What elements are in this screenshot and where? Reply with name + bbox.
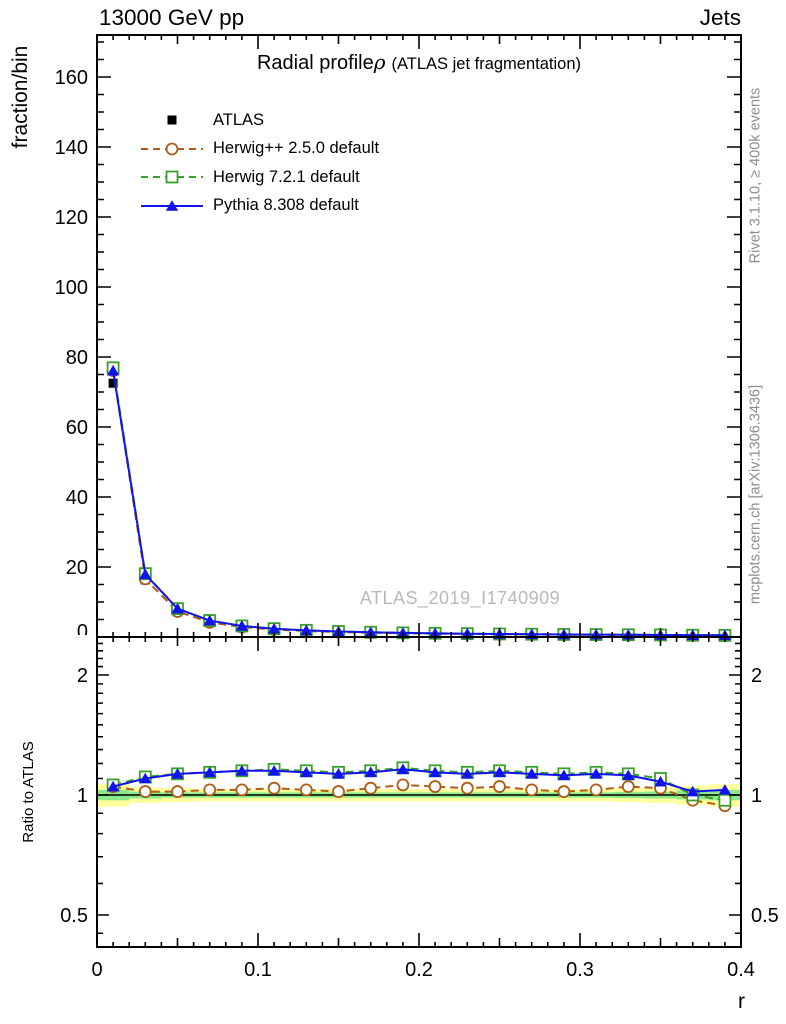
top-y-axis-title: fraction/bin: [9, 45, 32, 149]
svg-text:120: 120: [55, 207, 88, 229]
legend-label: ATLAS: [213, 110, 265, 129]
legend-label: Herwig++ 2.5.0 default: [213, 139, 380, 158]
svg-text:0: 0: [91, 959, 102, 981]
svg-text:1: 1: [77, 785, 88, 807]
svg-text:2: 2: [77, 665, 88, 687]
ratio-uncertainty-band: [97, 784, 741, 807]
rivet-version-caption: Rivet 3.1.10, ≥ 400k events: [747, 87, 764, 264]
svg-text:40: 40: [66, 487, 88, 509]
svg-text:0.3: 0.3: [566, 959, 594, 981]
svg-text:80: 80: [66, 347, 88, 369]
series-ratio-pythia: [106, 763, 732, 797]
legend-label: Pythia 8.308 default: [213, 196, 359, 215]
svg-text:2: 2: [751, 665, 762, 687]
svg-text:100: 100: [55, 277, 88, 299]
x-axis-title: r: [738, 990, 745, 1013]
svg-text:20: 20: [66, 557, 88, 579]
legend-item-herwig7: Herwig 7.2.1 default: [137, 163, 379, 192]
plot-title: Radial profileρ (ATLAS jet fragmentation): [97, 50, 741, 75]
clipped-zero-tick-label: 0: [76, 622, 88, 635]
beam-energy-label: 13000 GeV pp: [99, 5, 245, 30]
plot-title-suffix: (ATLAS jet fragmentation): [391, 55, 582, 73]
plot-title-main: Radial profile: [256, 52, 374, 74]
axes-frames-and-ticks: [96, 34, 742, 948]
series-top-herwig++: [106, 364, 732, 642]
atlas-marker-icon: [167, 115, 177, 125]
svg-text:1: 1: [751, 785, 762, 807]
mcplots-reference-caption: mcplots.cern.ch [arXiv:1306.3436]: [747, 384, 764, 605]
svg-text:0.4: 0.4: [727, 959, 755, 981]
ratio-y-axis-title: Ratio to ATLAS: [20, 741, 37, 843]
series-top-herwig: [106, 361, 732, 642]
svg-text:0.5: 0.5: [751, 905, 779, 927]
svg-text:60: 60: [66, 417, 88, 439]
legend-label: Herwig 7.2.1 default: [213, 167, 360, 186]
series-top-atlas: [108, 378, 730, 640]
svg-text:0.5: 0.5: [60, 905, 88, 927]
legend: ATLAS Herwig++ 2.5.0 default Herwig 7.2.…: [137, 106, 379, 220]
pythia-marker-icon: [141, 199, 203, 211]
svg-text:0.1: 0.1: [244, 959, 272, 981]
svg-text:160: 160: [55, 67, 88, 89]
analysis-group-label: Jets: [699, 5, 741, 30]
watermark-text: ATLAS_2019_I1740909: [359, 588, 561, 608]
herwigpp-marker-icon: [141, 142, 203, 156]
rho-symbol: ρ: [373, 50, 386, 74]
series-top-pythia: [106, 364, 732, 641]
legend-item-atlas: ATLAS: [137, 106, 379, 135]
legend-item-pythia: Pythia 8.308 default: [137, 192, 379, 221]
svg-text:0.2: 0.2: [405, 959, 433, 981]
legend-item-herwigpp: Herwig++ 2.5.0 default: [137, 135, 379, 164]
herwig7-marker-icon: [141, 170, 203, 184]
svg-text:140: 140: [55, 137, 88, 159]
